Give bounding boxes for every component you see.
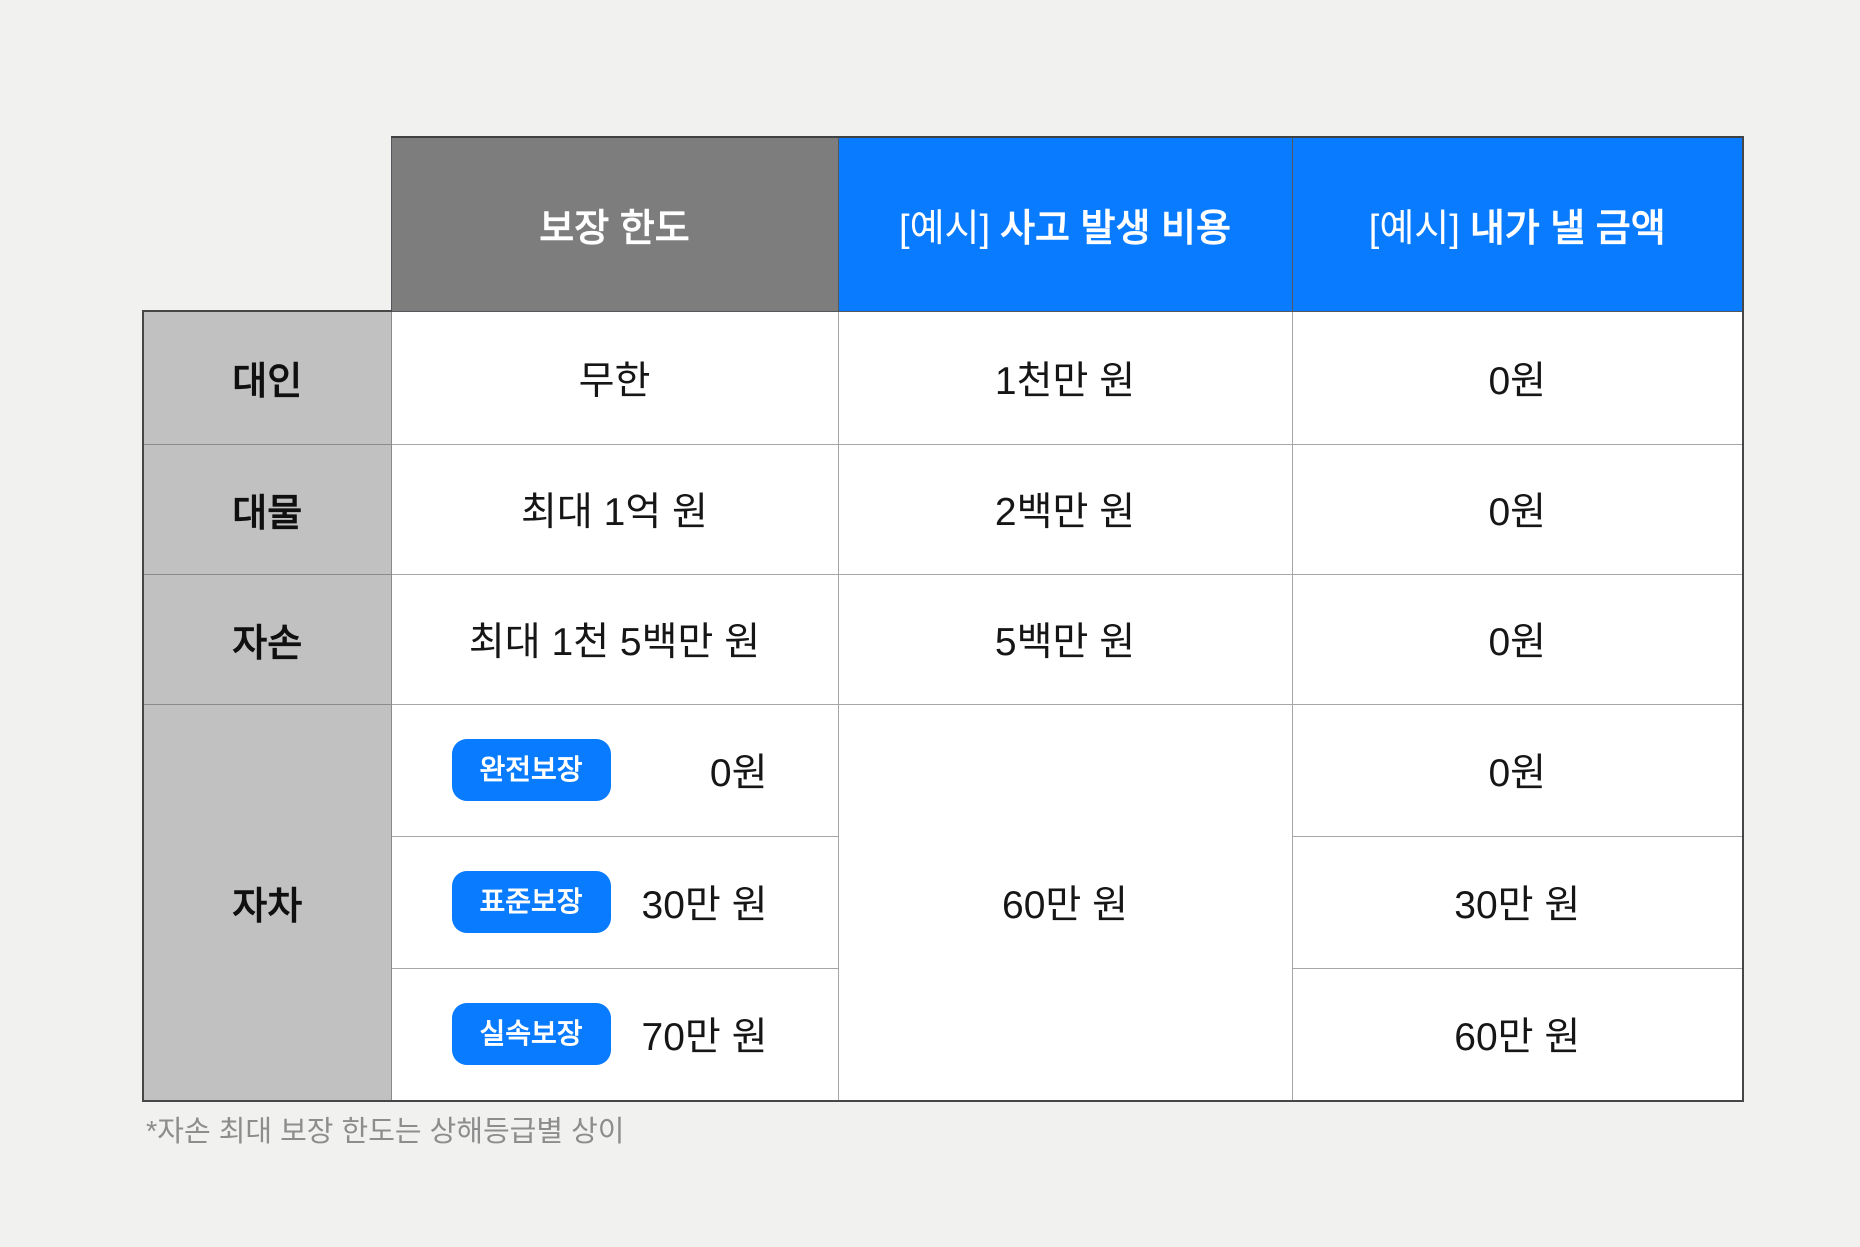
header-accident-cost-label: 사고 발생 비용: [1000, 207, 1231, 250]
cell-daemul-my-cost: 0원: [1291, 443, 1744, 575]
cell-jacha-accident-cost: 60만 원: [837, 703, 1293, 1102]
badge-full-coverage: 완전보장: [451, 739, 611, 801]
plan-full-coverage: 완전보장 0원: [392, 739, 838, 801]
amount-full-coverage: 0원: [709, 752, 768, 795]
plan-value-coverage: 실속보장 70만 원: [392, 1003, 838, 1066]
table-row-jacha-standard: 표준보장 30만 원 30만 원: [143, 835, 1744, 969]
cell-daemul-limit: 최대 1억 원: [390, 443, 839, 575]
header-coverage-limit-label: 보장 한도: [539, 207, 690, 250]
table-row-jason: 자손 최대 1천 5백만 원 5백만 원 0원: [142, 573, 1744, 705]
row-label-jason: 자손: [142, 573, 392, 705]
cell-jason-limit: 최대 1천 5백만 원: [390, 573, 839, 705]
plan-standard-coverage: 표준보장 30만 원: [392, 871, 838, 933]
cell-jacha-standard-limit: 표준보장 30만 원: [390, 835, 839, 969]
header-coverage-limit: 보장 한도: [390, 136, 839, 312]
header-accident-cost: [예시] 사고 발생 비용: [837, 136, 1293, 312]
header-my-cost-label: 내가 낼 금액: [1469, 207, 1666, 250]
cell-daein-my-cost: 0원: [1291, 310, 1744, 445]
header-row: 보장 한도 [예시] 사고 발생 비용 [예시] 내가 낼 금액: [143, 136, 1744, 312]
badge-value-coverage: 실속보장: [451, 1003, 611, 1066]
cell-daein-accident-cost: 1천만 원: [837, 310, 1293, 445]
cell-jacha-value-my-cost: 60만 원: [1291, 967, 1744, 1102]
table-row-jacha-value: 실속보장 70만 원 60만 원: [143, 967, 1744, 1102]
cell-jacha-standard-my-cost: 30만 원: [1291, 835, 1744, 969]
cell-jacha-full-limit: 완전보장 0원: [390, 703, 839, 837]
footnote: *자손 최대 보장 한도는 상해등급별 상이: [146, 1116, 625, 1148]
cell-jason-accident-cost: 5백만 원: [837, 573, 1293, 705]
header-my-cost: [예시] 내가 낼 금액: [1291, 136, 1744, 312]
header-my-cost-prefix: [예시]: [1368, 207, 1460, 250]
header-accident-cost-prefix: [예시]: [899, 207, 991, 250]
cell-jason-my-cost: 0원: [1291, 573, 1744, 705]
row-label-daemul: 대물: [142, 443, 392, 575]
cell-daemul-accident-cost: 2백만 원: [837, 443, 1293, 575]
row-label-daein: 대인: [142, 310, 392, 445]
table-row-jacha-full: 자차 완전보장 0원 60만 원 0원: [142, 703, 1744, 1102]
corner-spacer: [143, 137, 391, 311]
badge-standard-coverage: 표준보장: [451, 871, 611, 933]
table-row-daein: 대인 무한 1천만 원 0원: [142, 310, 1744, 445]
cell-jacha-value-limit: 실속보장 70만 원: [390, 967, 839, 1102]
amount-value-coverage: 70만 원: [641, 1016, 768, 1060]
coverage-table: 보장 한도 [예시] 사고 발생 비용 [예시] 내가 낼 금액 대인 무한 1천만…: [142, 136, 1744, 1102]
cell-daein-limit: 무한: [390, 310, 839, 445]
amount-standard-coverage: 30만 원: [641, 884, 768, 927]
cell-jacha-full-my-cost: 0원: [1291, 703, 1744, 837]
row-label-jacha: 자차: [142, 703, 392, 1102]
table-row-daemul: 대물 최대 1억 원 2백만 원 0원: [142, 443, 1744, 575]
